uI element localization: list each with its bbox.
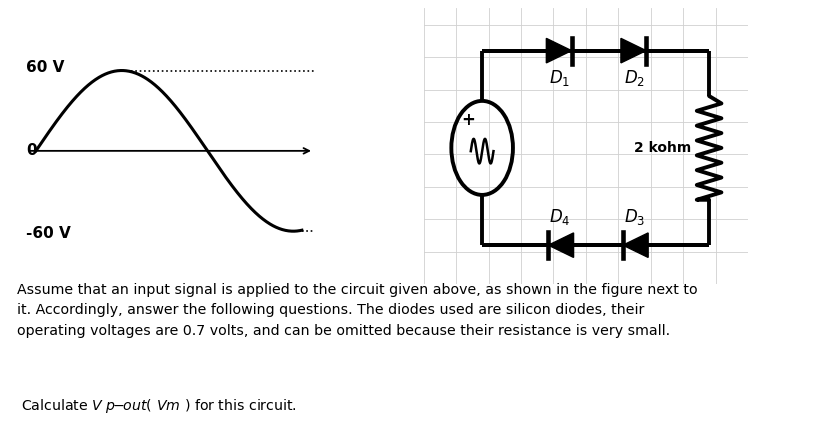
Text: 2 kohm: 2 kohm bbox=[634, 141, 691, 155]
Polygon shape bbox=[546, 39, 571, 63]
Text: $D_1$: $D_1$ bbox=[549, 68, 570, 89]
Text: Calculate $V\ p\!\!-\!\!out(\ Vm\ )$ for this circuit.: Calculate $V\ p\!\!-\!\!out(\ Vm\ )$ for… bbox=[21, 397, 297, 416]
Polygon shape bbox=[623, 233, 648, 257]
Text: Assume that an input signal is applied to the circuit given above, as shown in t: Assume that an input signal is applied t… bbox=[17, 283, 697, 338]
Text: $D_4$: $D_4$ bbox=[549, 207, 570, 227]
Text: $D_3$: $D_3$ bbox=[624, 207, 645, 227]
Text: 60 V: 60 V bbox=[26, 60, 65, 75]
Polygon shape bbox=[549, 233, 574, 257]
Polygon shape bbox=[621, 39, 646, 63]
Text: $D_2$: $D_2$ bbox=[624, 68, 645, 89]
Text: 0: 0 bbox=[26, 143, 37, 158]
Text: +: + bbox=[462, 112, 475, 129]
Text: -60 V: -60 V bbox=[26, 226, 71, 241]
